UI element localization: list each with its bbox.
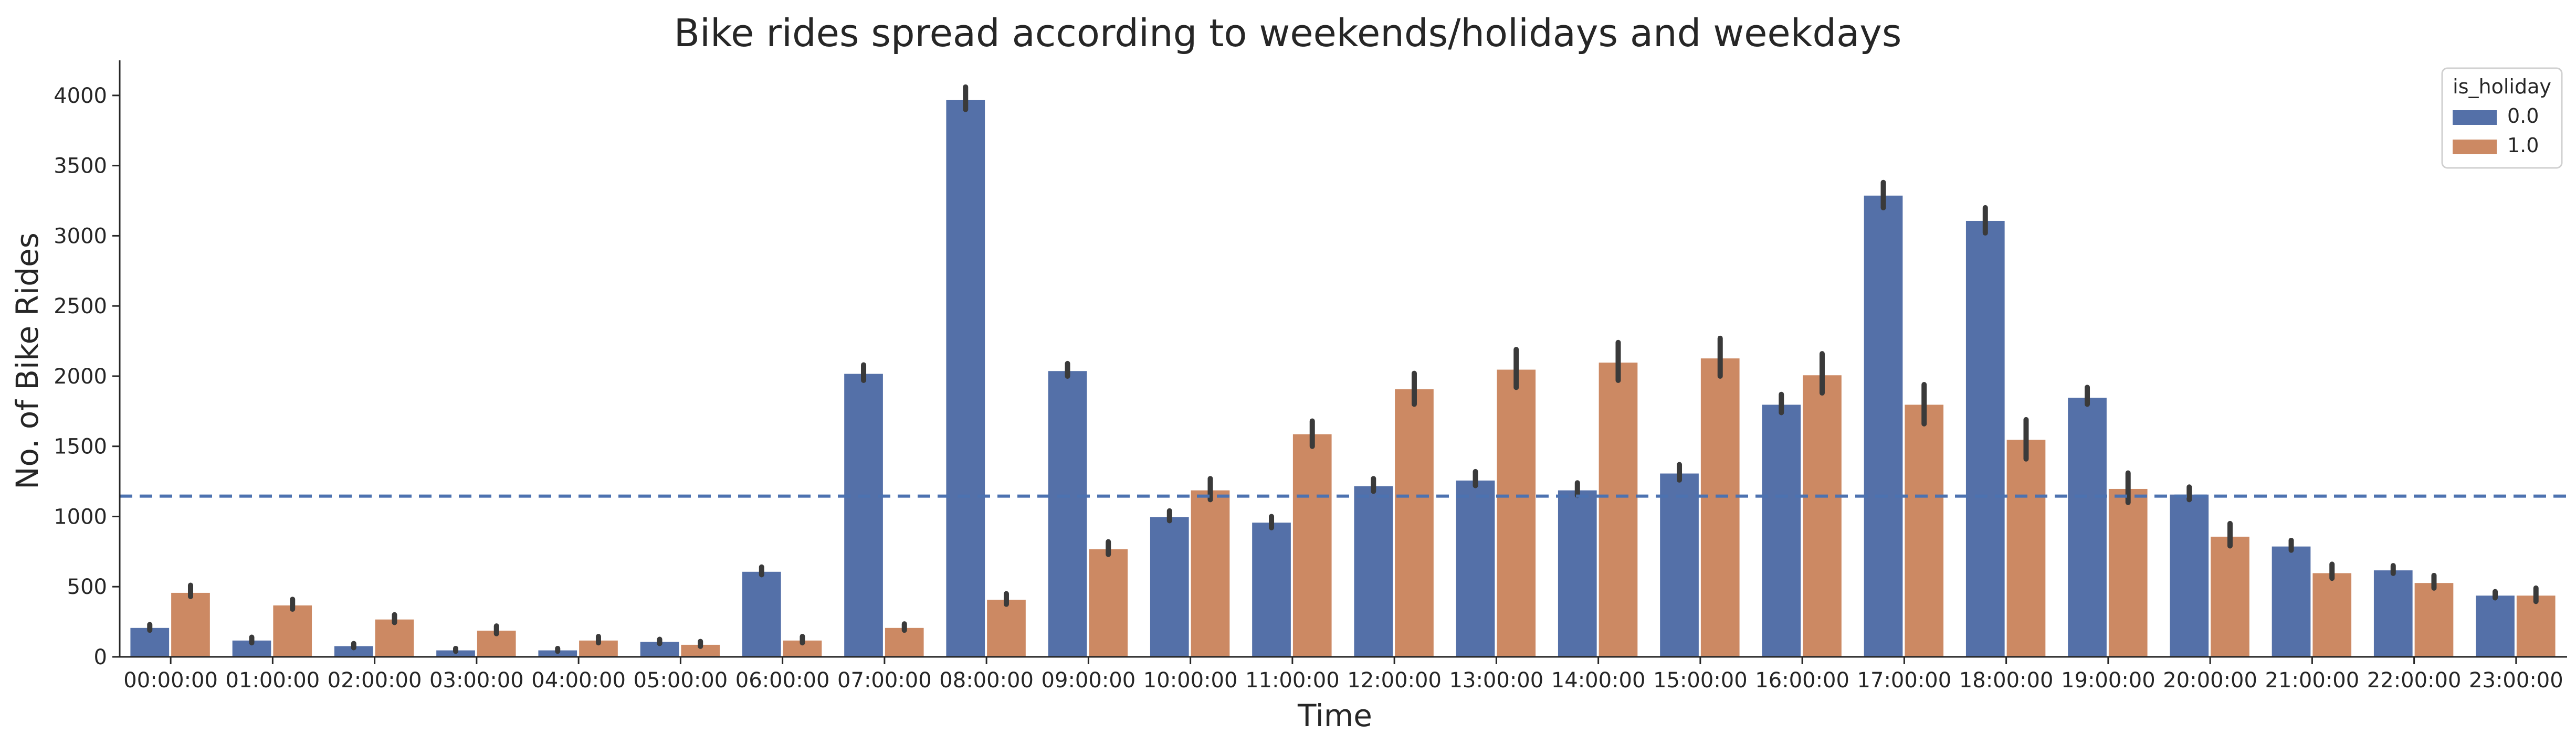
- x-tick-label: 03:00:00: [429, 668, 524, 693]
- bar: [1394, 388, 1435, 657]
- bar: [1047, 370, 1088, 657]
- x-tick-label: 01:00:00: [226, 668, 320, 693]
- bar: [2169, 493, 2210, 657]
- bar: [1863, 194, 1904, 657]
- legend-title: is_holiday: [2453, 75, 2551, 98]
- x-tick-label: 04:00:00: [531, 668, 626, 693]
- y-tick-label: 1000: [54, 505, 107, 529]
- bar: [2413, 582, 2455, 658]
- x-tick-label: 02:00:00: [328, 668, 422, 693]
- x-tick-label: 21:00:00: [2265, 668, 2360, 693]
- bar: [1699, 357, 1741, 657]
- bar: [1455, 479, 1496, 658]
- x-tick-label: 20:00:00: [2163, 668, 2257, 693]
- bar: [272, 604, 313, 658]
- y-tick-label: 500: [67, 575, 107, 599]
- bar: [1291, 433, 1333, 657]
- y-tick-label: 2500: [54, 294, 107, 318]
- x-tick-label: 09:00:00: [1042, 668, 1136, 693]
- x-tick-label: 13:00:00: [1449, 668, 1544, 693]
- bar: [2067, 397, 2108, 658]
- bar: [1964, 219, 2006, 657]
- legend-swatch: [2453, 110, 2497, 125]
- x-tick-label: 15:00:00: [1653, 668, 1748, 693]
- x-tick-label: 10:00:00: [1143, 668, 1238, 693]
- x-tick-label: 14:00:00: [1551, 668, 1646, 693]
- bar: [1088, 548, 1129, 657]
- bar: [1761, 403, 1802, 658]
- bar: [1353, 485, 1394, 658]
- x-tick-label: 22:00:00: [2367, 668, 2462, 693]
- x-tick-label: 16:00:00: [1755, 668, 1849, 693]
- legend-entry-label: 0.0: [2507, 104, 2539, 127]
- x-tick-label: 23:00:00: [2469, 668, 2563, 693]
- bar: [843, 372, 884, 657]
- x-tick-label: 17:00:00: [1857, 668, 1952, 693]
- x-tick-label: 12:00:00: [1347, 668, 1442, 693]
- legend: is_holiday 0.0 1.0: [2441, 67, 2563, 169]
- x-tick-label: 18:00:00: [1959, 668, 2054, 693]
- x-tick-label: 07:00:00: [837, 668, 932, 693]
- chart-title: Bike rides spread according to weekends/…: [674, 11, 1902, 55]
- y-tick-label: 2000: [54, 365, 107, 389]
- bar: [2311, 572, 2353, 657]
- bar: [2107, 487, 2149, 658]
- bar: [2475, 594, 2516, 658]
- x-tick-label: 06:00:00: [735, 668, 830, 693]
- bar: [1904, 403, 1945, 658]
- bar: [1190, 489, 1231, 657]
- y-tick-label: 0: [94, 645, 107, 669]
- legend-swatch: [2453, 140, 2497, 154]
- bar: [986, 599, 1027, 658]
- bar: [2515, 594, 2557, 658]
- y-tick-label: 3000: [54, 224, 107, 248]
- y-axis-label: No. of Bike Rides: [9, 232, 45, 489]
- x-tick-label: 08:00:00: [939, 668, 1034, 693]
- bar: [170, 591, 211, 658]
- legend-entry-label: 1.0: [2507, 134, 2539, 157]
- bar: [2210, 535, 2251, 657]
- bar: [1802, 374, 1843, 657]
- bar: [1557, 489, 1598, 657]
- x-tick-label: 11:00:00: [1245, 668, 1340, 693]
- bar: [1251, 522, 1292, 657]
- y-tick-label: 1500: [54, 435, 107, 459]
- bar: [1659, 472, 1700, 658]
- bar: [2005, 439, 2047, 657]
- x-tick-label: 00:00:00: [123, 668, 218, 693]
- plot-area: 0 500 1000 1500 2000 2500 3000 3500 4000 00:00:00…: [54, 60, 2567, 693]
- x-tick-label: 05:00:00: [634, 668, 728, 693]
- x-axis-label: Time: [1297, 698, 1372, 733]
- x-tick-label: 19:00:00: [2061, 668, 2156, 693]
- y-tick-label: 4000: [54, 84, 107, 108]
- bar: [2372, 569, 2414, 657]
- bar: [2270, 545, 2312, 657]
- bar: [741, 570, 782, 657]
- bar: [1496, 368, 1537, 657]
- bar: [1597, 361, 1639, 657]
- bar: [945, 99, 986, 658]
- bar: [1149, 516, 1190, 657]
- y-tick-label: 3500: [54, 154, 107, 178]
